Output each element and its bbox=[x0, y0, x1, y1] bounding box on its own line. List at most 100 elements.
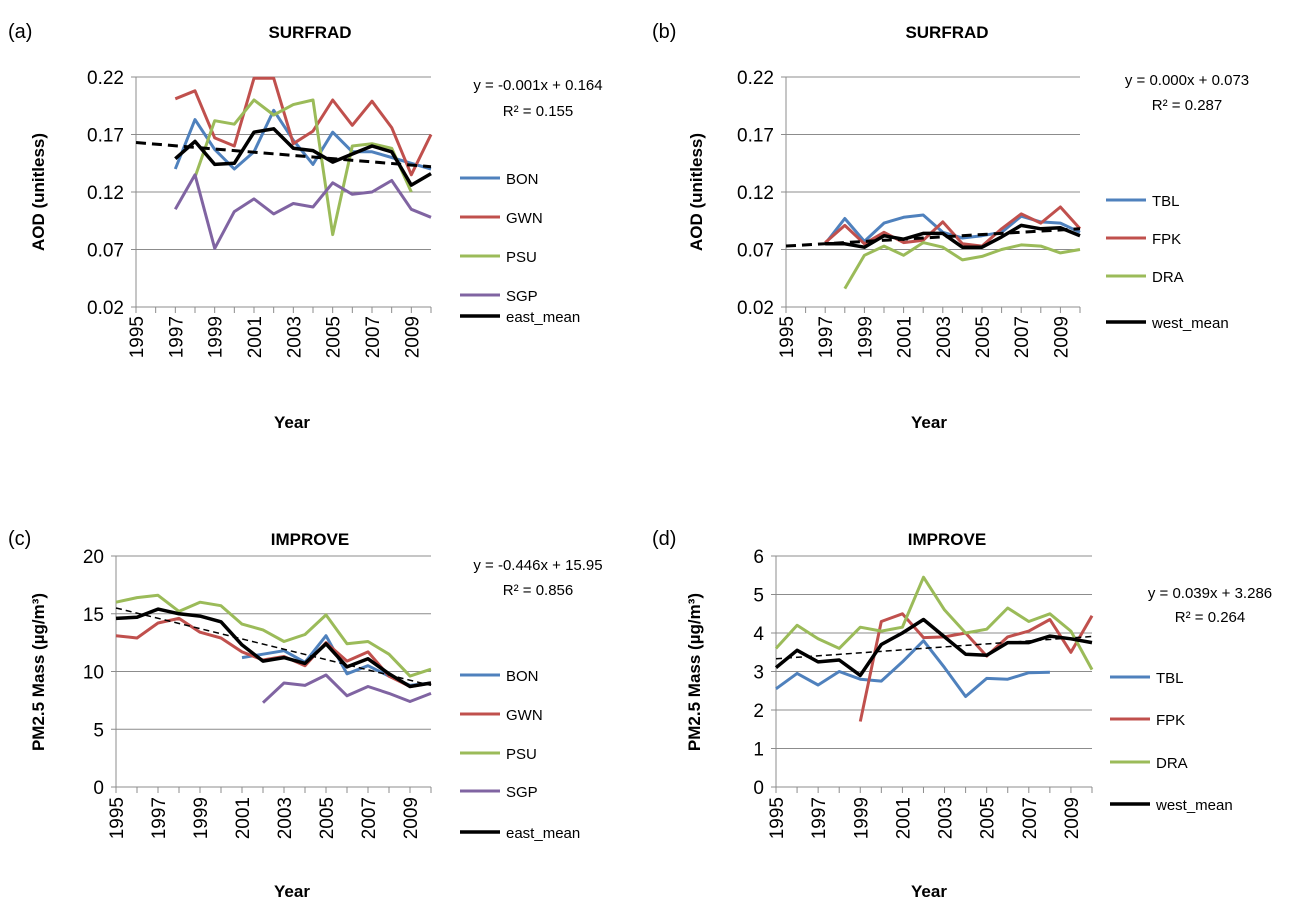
y-tick-label: 0.17 bbox=[87, 126, 124, 147]
trend-equation: y = -0.446x + 15.95 bbox=[473, 557, 602, 574]
trend-line bbox=[775, 635, 1093, 660]
y-axis-label: AOD (unitless) bbox=[687, 133, 706, 251]
y-tick-label: 0.17 bbox=[737, 126, 774, 147]
x-tick-label: 1997 bbox=[149, 797, 170, 839]
y-axis-label: PM2.5 Mass (µg/m³) bbox=[685, 593, 704, 751]
y-tick-label: 0.07 bbox=[87, 241, 124, 262]
trend-equation: y = 0.039x + 3.286 bbox=[1148, 585, 1272, 602]
series-line-bon bbox=[173, 108, 432, 171]
chart-title: SURFRAD bbox=[905, 23, 988, 42]
x-axis-label: Year bbox=[911, 413, 947, 432]
panel-label: (a) bbox=[8, 21, 32, 43]
legend-label: DRA bbox=[1156, 755, 1188, 772]
x-tick-label: 1995 bbox=[127, 316, 148, 358]
trend-r-squared: R² = 0.856 bbox=[503, 582, 573, 599]
x-axis-label: Year bbox=[274, 882, 310, 901]
series-line-west-mean bbox=[825, 223, 1081, 249]
series-line-psu bbox=[193, 98, 413, 237]
x-tick-label: 1997 bbox=[809, 797, 830, 839]
x-tick-label: 2005 bbox=[973, 316, 994, 358]
x-tick-label: 2003 bbox=[936, 797, 957, 839]
series-line-sgp bbox=[173, 173, 432, 250]
series-line-east-mean bbox=[115, 607, 432, 689]
chart-panel-4: (d) IMPROVE 0 1 2 3 4 5 6 1995 1997 1999 2001 2003 200… bbox=[652, 528, 1272, 901]
y-tick-label: 0 bbox=[753, 778, 764, 799]
trend-equation: y = -0.001x + 0.164 bbox=[473, 77, 602, 94]
x-tick-label: 2001 bbox=[893, 797, 914, 839]
x-tick-label: 2009 bbox=[1062, 797, 1083, 839]
chart-panel-1: (a) SURFRAD 0.02 0.07 0.12 0.17 0.22 1995 1997 19… bbox=[8, 21, 603, 432]
legend-label: west_mean bbox=[1151, 315, 1229, 332]
x-tick-label: 1995 bbox=[777, 316, 798, 358]
legend-label: PSU bbox=[506, 746, 537, 763]
chart-title: IMPROVE bbox=[271, 530, 349, 549]
x-tick-label: 2007 bbox=[1020, 797, 1041, 839]
chart-panel-2: (b) SURFRAD 0.02 0.07 0.12 0.17 0.22 1995 1997 19… bbox=[652, 21, 1249, 432]
panel-label: (d) bbox=[652, 528, 676, 550]
series-line-sgp bbox=[261, 673, 432, 704]
x-tick-label: 1999 bbox=[206, 316, 227, 358]
y-tick-label: 0.12 bbox=[737, 183, 774, 204]
panel-label: (c) bbox=[8, 528, 31, 550]
legend-label: east_mean bbox=[506, 825, 580, 842]
x-axis-label: Year bbox=[274, 413, 310, 432]
x-tick-label: 1995 bbox=[767, 797, 788, 839]
legend-label: TBL bbox=[1156, 670, 1184, 687]
x-tick-label: 2009 bbox=[402, 316, 423, 358]
x-tick-label: 2007 bbox=[359, 797, 380, 839]
x-tick-label: 2001 bbox=[245, 316, 266, 358]
x-tick-label: 2003 bbox=[934, 316, 955, 358]
legend-label: DRA bbox=[1152, 269, 1184, 286]
x-axis-label: Year bbox=[911, 882, 947, 901]
trend-equation: y = 0.000x + 0.073 bbox=[1125, 72, 1249, 89]
y-tick-label: 0.02 bbox=[87, 298, 124, 319]
legend-label: GWN bbox=[506, 707, 543, 724]
legend-label: east_mean bbox=[506, 309, 580, 326]
series-line-east-mean bbox=[174, 127, 432, 187]
x-tick-label: 2009 bbox=[1051, 316, 1072, 358]
series-line-tbl bbox=[775, 639, 1050, 698]
series-line-psu bbox=[115, 593, 432, 678]
panel-label: (b) bbox=[652, 21, 676, 43]
chart-title: IMPROVE bbox=[908, 530, 986, 549]
legend-label: BON bbox=[506, 171, 539, 188]
y-tick-label: 0.07 bbox=[737, 241, 774, 262]
series-line-west-mean bbox=[774, 617, 1093, 678]
x-tick-label: 2003 bbox=[275, 797, 296, 839]
x-tick-label: 1997 bbox=[816, 316, 837, 358]
trend-r-squared: R² = 0.287 bbox=[1152, 97, 1222, 114]
y-tick-label: 0.12 bbox=[87, 183, 124, 204]
legend-label: FPK bbox=[1152, 231, 1181, 248]
legend-label: SGP bbox=[506, 784, 538, 801]
y-tick-label: 5 bbox=[753, 586, 764, 607]
legend-label: PSU bbox=[506, 249, 537, 266]
trend-r-squared: R² = 0.155 bbox=[503, 103, 573, 120]
y-axis-label: AOD (unitless) bbox=[29, 133, 48, 251]
y-tick-label: 6 bbox=[753, 547, 764, 568]
chart-panel-3: (c) IMPROVE 0 5 10 15 20 1995 1997 1999 2001 2003 20… bbox=[8, 528, 603, 901]
y-tick-label: 0.02 bbox=[737, 298, 774, 319]
y-tick-label: 20 bbox=[83, 547, 104, 568]
y-tick-label: 10 bbox=[83, 663, 104, 684]
trend-line bbox=[785, 227, 1081, 248]
x-tick-label: 1999 bbox=[191, 797, 212, 839]
x-tick-label: 1999 bbox=[851, 797, 872, 839]
y-tick-label: 0.22 bbox=[737, 68, 774, 89]
legend-label: FPK bbox=[1156, 712, 1185, 729]
legend-label: BON bbox=[506, 668, 539, 685]
series-line-dra bbox=[843, 241, 1081, 290]
y-tick-label: 4 bbox=[753, 624, 764, 645]
x-tick-label: 2005 bbox=[317, 797, 338, 839]
x-tick-label: 2005 bbox=[978, 797, 999, 839]
x-tick-label: 2001 bbox=[233, 797, 254, 839]
trend-line bbox=[135, 141, 432, 169]
y-tick-label: 1 bbox=[753, 740, 764, 761]
y-tick-label: 0 bbox=[93, 778, 104, 799]
chart-title: SURFRAD bbox=[268, 23, 351, 42]
x-tick-label: 1999 bbox=[855, 316, 876, 358]
y-tick-label: 15 bbox=[83, 605, 104, 626]
x-tick-label: 2001 bbox=[895, 316, 916, 358]
x-tick-label: 2005 bbox=[324, 316, 345, 358]
legend-label: TBL bbox=[1152, 193, 1180, 210]
